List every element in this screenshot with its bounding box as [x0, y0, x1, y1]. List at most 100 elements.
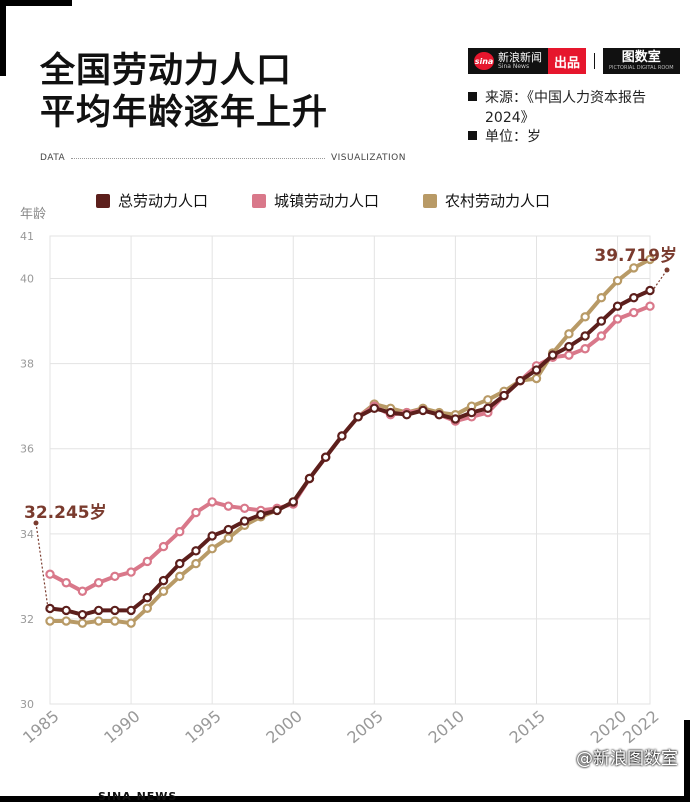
- data-point-urban: [175, 526, 185, 537]
- data-point-total: [45, 603, 55, 614]
- data-point-total: [548, 350, 558, 360]
- y-tick-label: 40: [20, 273, 34, 286]
- data-point-rural: [175, 571, 185, 582]
- callout-label-start: 32.245岁: [24, 502, 107, 523]
- sina-news-logo: sina 新浪新闻 Sina News: [468, 48, 548, 74]
- legend-label-total: 总劳动力人口: [118, 192, 209, 210]
- data-point-rural: [645, 254, 655, 265]
- corner-mark-br-v: [684, 720, 690, 802]
- data-point-total: [450, 414, 461, 424]
- data-point-urban: [596, 331, 607, 341]
- callout-dot-start: [33, 520, 39, 526]
- bullet-square-icon: [468, 131, 477, 140]
- data-point-urban: [110, 571, 120, 582]
- x-tick-label: 1990: [100, 707, 143, 748]
- y-axis-label: 年龄: [20, 207, 47, 222]
- bullet-square-icon: [468, 92, 477, 101]
- data-point-total: [466, 407, 477, 418]
- callout-leader-start: [35, 522, 49, 609]
- data-point-total: [596, 316, 607, 326]
- plot-frame: [49, 235, 651, 705]
- dotted-rule: [71, 157, 325, 159]
- callout-leader-end: [653, 269, 668, 289]
- data-point-urban: [645, 301, 655, 311]
- brand-bar: sina 新浪新闻 Sina News 出品 图数室 PICTORIAL DIG…: [468, 48, 680, 74]
- y-tick-label: 41: [20, 230, 34, 243]
- data-point-urban: [142, 556, 152, 567]
- y-tick-label: 32: [20, 613, 34, 626]
- data-point-total: [93, 605, 104, 616]
- data-point-rural: [629, 263, 639, 273]
- legend-label-urban: 城镇劳动力人口: [274, 192, 380, 210]
- brand-badge: 出品: [548, 48, 587, 74]
- data-point-total: [142, 592, 152, 603]
- x-tick-label: 2022: [619, 707, 662, 748]
- data-point-rural: [61, 616, 71, 626]
- data-point-rural: [223, 533, 234, 543]
- data-point-rural: [564, 329, 574, 339]
- data-point-total: [207, 531, 217, 541]
- data-point-rural: [612, 275, 623, 286]
- data-point-total: [320, 452, 331, 462]
- chart-title: 全国劳动力人口 平均年龄逐年上升: [40, 50, 328, 134]
- data-point-total: [239, 516, 250, 526]
- chart-title-line1: 全国劳动力人口: [40, 51, 293, 91]
- data-point-urban: [207, 497, 217, 507]
- data-point-urban: [580, 344, 590, 354]
- data-point-total: [629, 292, 639, 303]
- data-point-total: [564, 341, 574, 352]
- data-point-total: [223, 524, 234, 535]
- data-point-total: [353, 412, 363, 422]
- y-tick-label: 34: [20, 528, 34, 541]
- brand-name: 新浪新闻: [498, 50, 542, 64]
- data-point-total: [612, 301, 623, 311]
- data-point-total: [499, 390, 509, 401]
- data-point-total: [256, 509, 266, 520]
- data-point-total: [272, 505, 282, 516]
- data-point-total: [385, 407, 396, 418]
- data-point-total: [110, 605, 120, 616]
- data-point-urban: [126, 567, 136, 577]
- legend-item-urban: 城镇劳动力人口: [252, 190, 379, 211]
- corner-mark-br-h: [0, 796, 690, 802]
- x-tick-label: 2015: [506, 707, 549, 748]
- x-tick-label: 1995: [181, 707, 224, 748]
- data-point-rural: [45, 616, 55, 626]
- data-point-total: [304, 473, 315, 484]
- data-point-total: [61, 605, 71, 616]
- callout-label-end: 39.719岁: [594, 245, 677, 266]
- data-visualization-rule: DATA VISUALIZATION: [40, 153, 406, 163]
- data-point-rural: [126, 618, 136, 628]
- data-point-urban: [77, 586, 88, 596]
- data-point-rural: [93, 616, 104, 626]
- source-line2: 2024》: [485, 110, 535, 126]
- data-point-total: [580, 331, 590, 341]
- data-point-urban: [93, 578, 104, 588]
- data-point-total: [483, 403, 493, 414]
- visualization-label: VISUALIZATION: [330, 153, 406, 163]
- data-point-rural: [77, 618, 88, 628]
- x-tick-label: 2005: [343, 707, 386, 748]
- legend-swatch-rural: [423, 193, 438, 208]
- data-point-rural: [596, 292, 607, 303]
- data-point-rural: [483, 395, 493, 405]
- x-tick-label: 1985: [19, 707, 62, 748]
- y-tick-label: 36: [20, 443, 34, 456]
- brand-separator: [594, 53, 596, 69]
- brand-sub: Sina News: [498, 62, 530, 70]
- data-point-urban: [223, 501, 234, 511]
- legend-swatch-urban: [252, 193, 267, 208]
- data-point-total: [337, 431, 347, 441]
- x-tick-label: 2000: [262, 707, 305, 748]
- data-point-urban: [612, 314, 623, 324]
- data-point-total: [418, 405, 428, 416]
- footer-watermark: @新浪图数室: [576, 749, 678, 769]
- data-label: DATA: [40, 153, 66, 163]
- data-point-urban: [191, 507, 201, 518]
- data-point-urban: [61, 578, 71, 588]
- legend-label-rural: 农村劳动力人口: [445, 192, 551, 210]
- unit-note: 单位：岁: [468, 127, 541, 147]
- data-point-urban: [158, 541, 169, 552]
- data-point-total: [434, 409, 444, 420]
